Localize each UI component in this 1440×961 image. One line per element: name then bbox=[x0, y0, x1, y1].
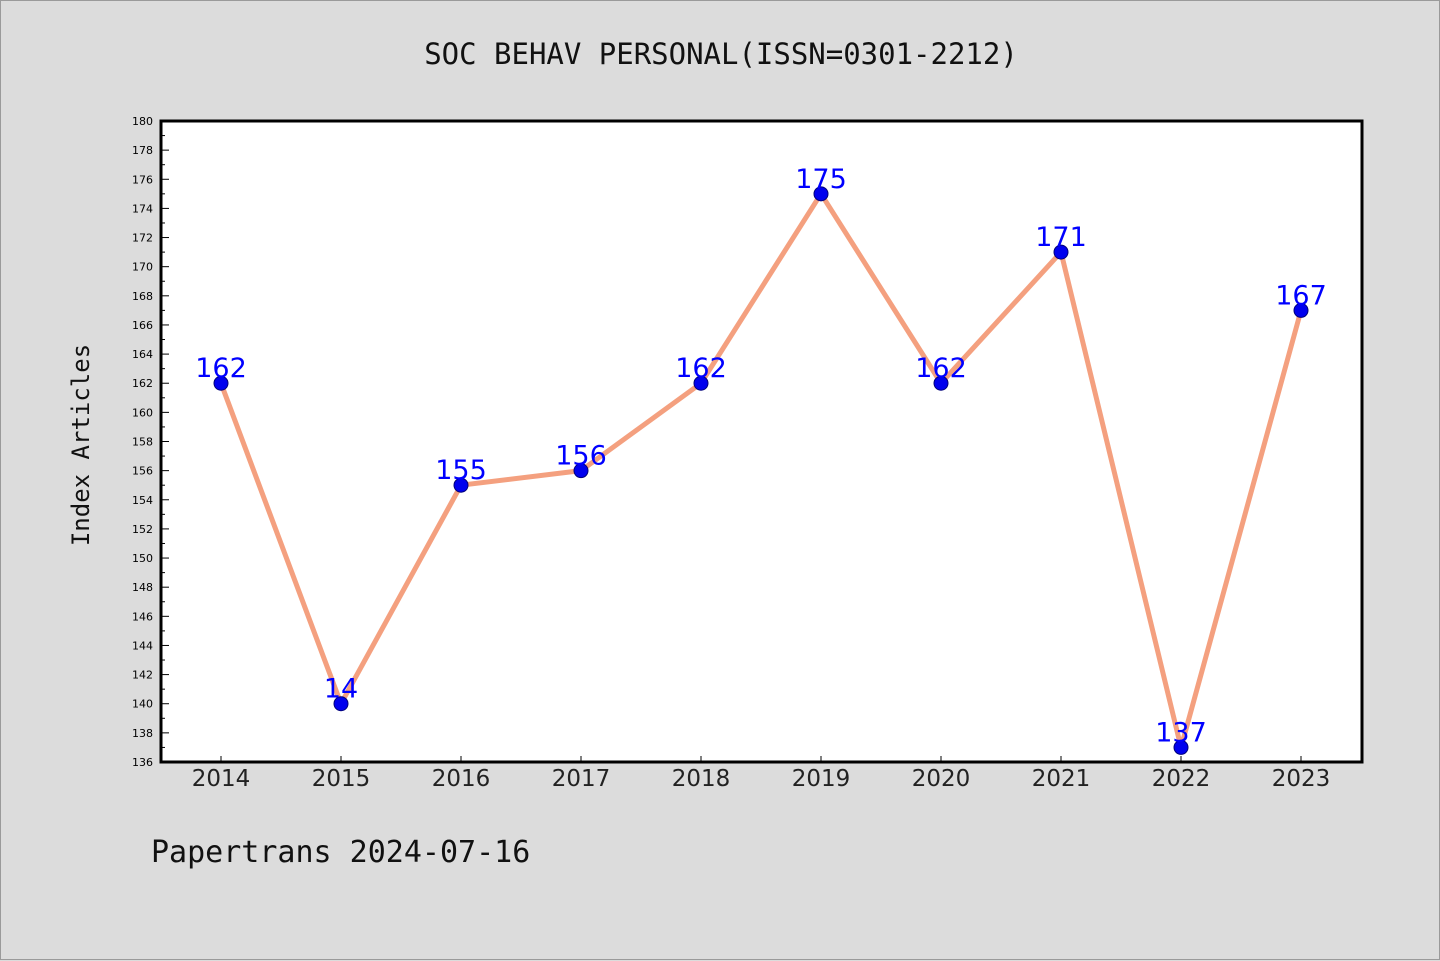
data-point bbox=[1293, 302, 1309, 318]
y-tick-label: 154 bbox=[132, 494, 153, 507]
x-tick-label: 2020 bbox=[912, 766, 971, 792]
x-tick-label: 2019 bbox=[792, 766, 851, 792]
plot-area bbox=[161, 121, 1362, 762]
x-tick-label: 2021 bbox=[1032, 766, 1091, 792]
y-tick-label: 152 bbox=[132, 523, 153, 536]
series-line bbox=[218, 191, 1304, 750]
y-tick-label: 176 bbox=[132, 173, 153, 186]
data-label: 171 bbox=[1035, 222, 1087, 253]
data-point bbox=[933, 375, 949, 391]
y-tick-label: 164 bbox=[132, 348, 153, 361]
y-tick-label: 136 bbox=[132, 756, 153, 769]
data-point bbox=[693, 375, 709, 391]
x-tick-label: 2022 bbox=[1152, 766, 1211, 792]
y-tick-label: 168 bbox=[132, 290, 153, 303]
data-point bbox=[1053, 244, 1069, 260]
y-tick-label: 150 bbox=[132, 552, 153, 565]
data-label: 162 bbox=[915, 353, 967, 384]
footer-watermark: Papertrans 2024-07-16 bbox=[151, 835, 531, 870]
data-point bbox=[333, 696, 349, 712]
y-tick-label: 146 bbox=[132, 610, 153, 623]
data-point bbox=[813, 186, 829, 202]
data-label: 155 bbox=[435, 455, 487, 486]
x-tick-label: 2018 bbox=[672, 766, 731, 792]
y-tick-label: 138 bbox=[132, 727, 153, 740]
y-tick-label: 178 bbox=[132, 144, 153, 157]
chart-title: SOC BEHAV PERSONAL(ISSN=0301-2212) bbox=[424, 37, 1018, 71]
plot-frame bbox=[159, 119, 1364, 764]
y-tick-label: 158 bbox=[132, 436, 153, 449]
y-tick-label: 166 bbox=[132, 319, 153, 332]
x-tick-label: 2014 bbox=[192, 766, 251, 792]
y-tick-label: 180 bbox=[132, 115, 153, 128]
y-tick-label: 142 bbox=[132, 669, 153, 682]
x-tick-label: 2016 bbox=[432, 766, 491, 792]
data-point bbox=[1173, 739, 1189, 755]
y-tick-label: 144 bbox=[132, 639, 153, 652]
data-label: 137 bbox=[1155, 717, 1207, 748]
data-point bbox=[213, 375, 229, 391]
data-label: 175 bbox=[795, 164, 847, 195]
data-point bbox=[573, 463, 589, 479]
data-label: 14 bbox=[324, 674, 358, 705]
y-tick-label: 174 bbox=[132, 202, 153, 215]
x-tick-label: 2017 bbox=[552, 766, 611, 792]
y-tick-label: 170 bbox=[132, 261, 153, 274]
data-label: 167 bbox=[1275, 280, 1327, 311]
data-label: 162 bbox=[675, 353, 727, 384]
y-tick-label: 156 bbox=[132, 465, 153, 478]
y-tick-label: 140 bbox=[132, 698, 153, 711]
y-tick-label: 160 bbox=[132, 406, 153, 419]
x-tick-label: 2015 bbox=[312, 766, 371, 792]
y-tick-label: 162 bbox=[132, 377, 153, 390]
x-tick-label: 2023 bbox=[1272, 766, 1331, 792]
data-point bbox=[453, 477, 469, 493]
data-label: 156 bbox=[555, 441, 607, 472]
y-tick-label: 172 bbox=[132, 232, 153, 245]
data-label: 162 bbox=[195, 353, 247, 384]
y-tick-label: 148 bbox=[132, 581, 153, 594]
